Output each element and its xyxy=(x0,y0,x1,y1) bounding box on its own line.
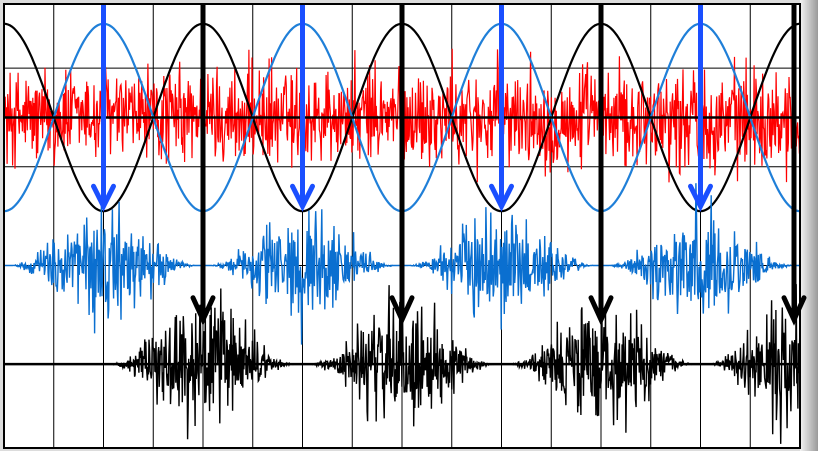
blue-arrow-0-head xyxy=(91,183,116,212)
plot-frame xyxy=(3,3,801,449)
blue-arrow-3-head xyxy=(688,183,713,212)
black-arrow-0-head xyxy=(190,295,216,326)
blue-arrow-1-head xyxy=(290,183,315,212)
plot-edge-shade xyxy=(800,0,818,451)
blue-arrow-2-head xyxy=(489,183,514,212)
black-arrow-1-head xyxy=(389,295,415,326)
black-arrow-2-head xyxy=(588,295,614,326)
